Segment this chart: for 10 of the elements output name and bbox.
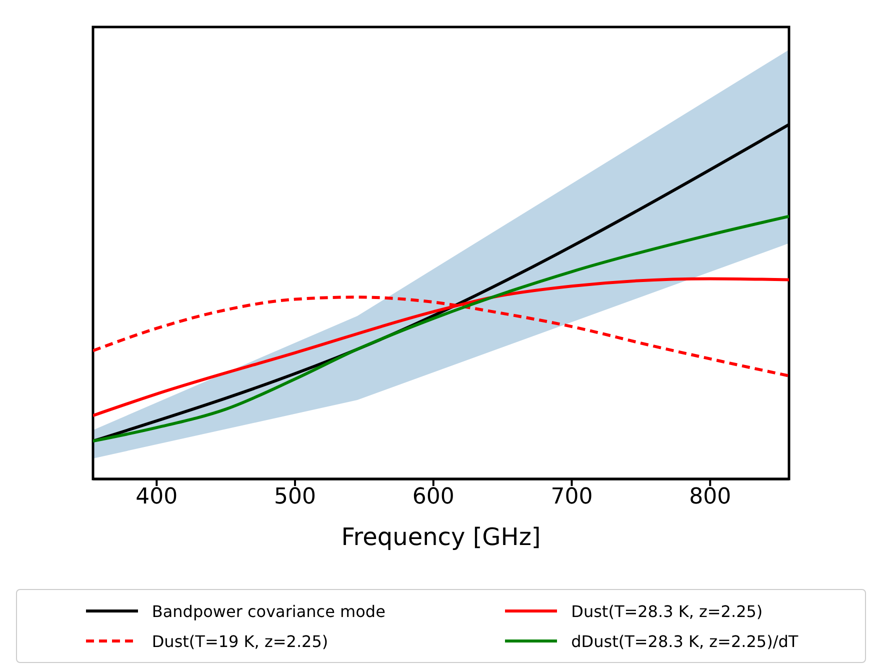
x-tick-label: 400 xyxy=(136,484,178,510)
legend-label: dDust(T=28.3 K, z=2.25)/dT xyxy=(571,632,798,650)
x-tick-label: 500 xyxy=(274,484,316,510)
x-tick-label: 800 xyxy=(689,484,732,510)
x-tick-label: 700 xyxy=(550,484,593,510)
x-tick-label: 600 xyxy=(412,484,454,510)
legend-label: Dust(T=19 K, z=2.25) xyxy=(152,632,328,650)
x-axis-title: Frequency [GHz] xyxy=(340,523,542,553)
legend-label: Bandpower covariance mode xyxy=(152,602,386,620)
legend-label: Dust(T=28.3 K, z=2.25) xyxy=(571,602,763,620)
